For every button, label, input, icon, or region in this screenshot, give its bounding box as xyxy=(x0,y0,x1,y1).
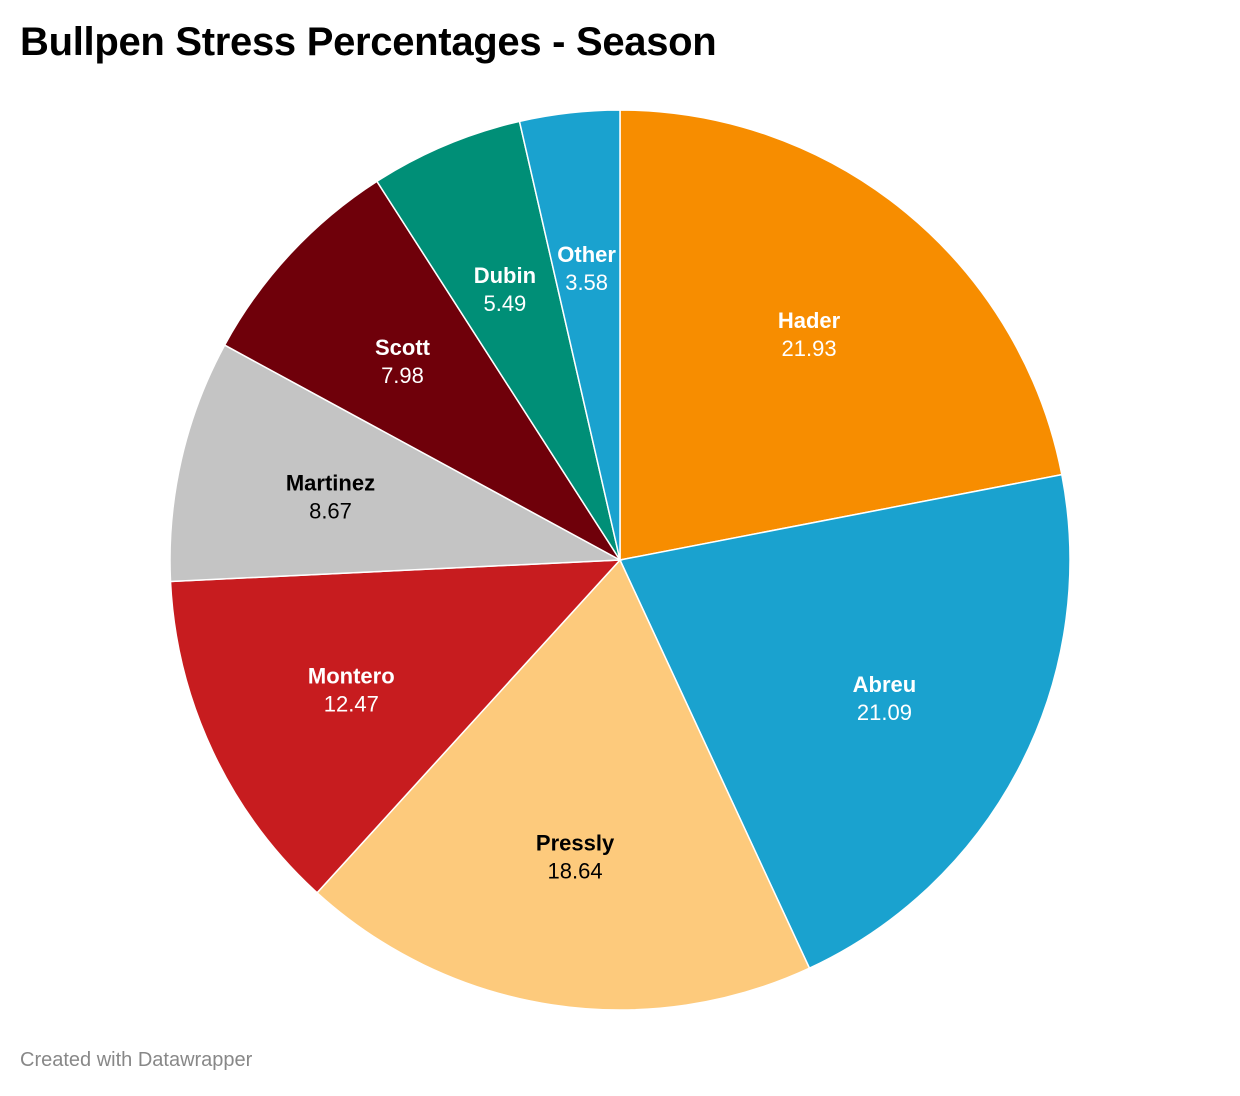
slice-label-dubin: Dubin xyxy=(474,263,536,288)
slice-value-other: 3.58 xyxy=(565,270,608,295)
pie-slice-scott xyxy=(223,180,621,561)
slice-value-pressly: 18.64 xyxy=(548,859,603,884)
slice-value-abreu: 21.09 xyxy=(857,700,912,725)
pie-slice-abreu xyxy=(618,473,1071,970)
slice-value-montero: 12.47 xyxy=(324,692,379,717)
slice-value-dubin: 5.49 xyxy=(483,291,526,316)
slice-label-martinez: Martinez xyxy=(286,471,375,496)
slice-label-abreu: Abreu xyxy=(853,672,917,697)
pie-slice-montero xyxy=(169,559,622,894)
slice-value-hader: 21.93 xyxy=(782,336,837,361)
pie-slice-dubin xyxy=(375,120,621,561)
pie-slice-hader xyxy=(619,109,1063,561)
slice-value-scott: 7.98 xyxy=(381,363,424,388)
datawrapper-credit: Created with Datawrapper xyxy=(20,1049,253,1071)
slice-label-montero: Montero xyxy=(308,664,395,689)
pie-slice-martinez xyxy=(169,344,623,583)
pie-labels: Hader 21.93 Abreu 21.09 Pressly 18.64 Montero 1… xyxy=(286,242,916,884)
slice-label-scott: Scott xyxy=(375,335,431,360)
slice-value-martinez: 8.67 xyxy=(309,499,352,524)
slice-label-pressly: Pressly xyxy=(536,831,615,856)
pie-slice-pressly xyxy=(316,558,811,1011)
slice-label-other: Other xyxy=(557,242,616,267)
pie-slices xyxy=(169,109,1071,1011)
slice-label-hader: Hader xyxy=(778,308,841,333)
chart-title: Bullpen Stress Percentages - Season xyxy=(20,20,717,64)
pie-slice-other xyxy=(518,109,621,561)
